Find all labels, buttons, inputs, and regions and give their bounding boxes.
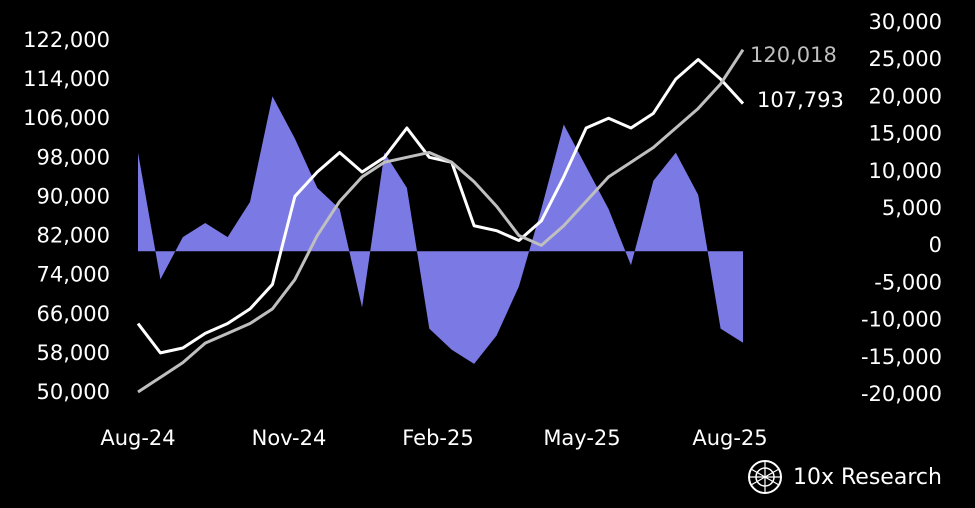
right-tick-label: -10,000 (861, 308, 942, 332)
net-flow-area (138, 96, 743, 364)
x-tick-label: Aug-24 (100, 426, 175, 450)
left-tick-label: 98,000 (37, 145, 110, 169)
right-tick-label: 0 (929, 233, 942, 257)
left-tick-label: 82,000 (37, 224, 110, 248)
right-tick-label: 20,000 (869, 84, 942, 108)
left-tick-label: 122,000 (23, 28, 110, 52)
end-label-price: 107,793 (757, 88, 844, 112)
right-tick-label: 15,000 (869, 122, 942, 146)
x-axis-ticks: Aug-24 Nov-24 Feb-25 May-25 Aug-25 (100, 426, 767, 450)
left-axis-ticks: 122,000 114,000 106,000 98,000 90,000 82,000 7… (23, 28, 110, 404)
right-tick-label: -15,000 (861, 345, 942, 369)
right-tick-label: 30,000 (869, 10, 942, 34)
left-tick-label: 90,000 (37, 184, 110, 208)
left-tick-label: 106,000 (23, 106, 110, 130)
left-tick-label: 66,000 (37, 302, 110, 326)
brand-logo: 10x Research (747, 459, 942, 495)
right-tick-label: 10,000 (869, 159, 942, 183)
left-tick-label: 114,000 (23, 67, 110, 91)
left-tick-label: 58,000 (37, 341, 110, 365)
x-tick-label: Nov-24 (252, 426, 327, 450)
right-tick-label: -20,000 (861, 382, 942, 406)
end-label-ma: 120,018 (750, 43, 837, 67)
right-tick-label: 5,000 (882, 196, 942, 220)
left-tick-label: 50,000 (37, 380, 110, 404)
price-line (136, 58, 745, 355)
net-flow-area-path (138, 96, 743, 364)
x-tick-label: May-25 (543, 426, 620, 450)
x-tick-label: Feb-25 (402, 426, 473, 450)
right-tick-label: 25,000 (869, 47, 942, 71)
right-axis-ticks: 30,000 25,000 20,000 15,000 10,000 5,000 0 -5,0… (861, 10, 942, 406)
left-tick-label: 74,000 (37, 263, 110, 287)
globe-icon (748, 460, 782, 494)
moving-average-line (137, 48, 745, 394)
right-tick-label: -5,000 (874, 270, 942, 294)
price-lines (136, 48, 745, 394)
x-tick-label: Aug-25 (692, 426, 767, 450)
brand-name: 10x Research (793, 464, 942, 490)
